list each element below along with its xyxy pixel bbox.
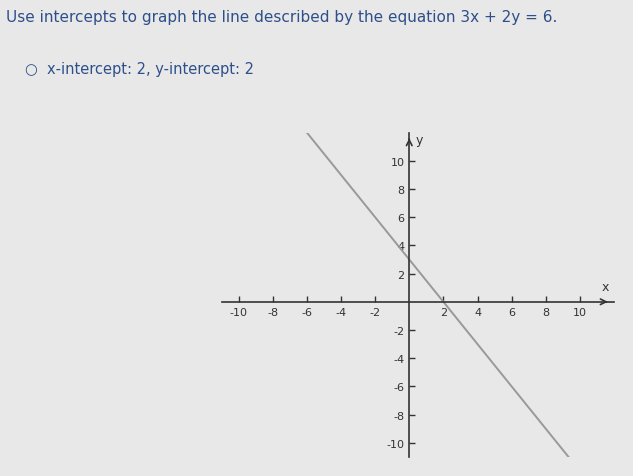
Text: y: y — [416, 134, 423, 147]
Text: ○  x-intercept: 2, y-intercept: 2: ○ x-intercept: 2, y-intercept: 2 — [25, 62, 254, 77]
Text: x: x — [602, 281, 609, 294]
Text: Use intercepts to graph the line described by the equation 3x + 2y = 6.: Use intercepts to graph the line describ… — [6, 10, 558, 24]
